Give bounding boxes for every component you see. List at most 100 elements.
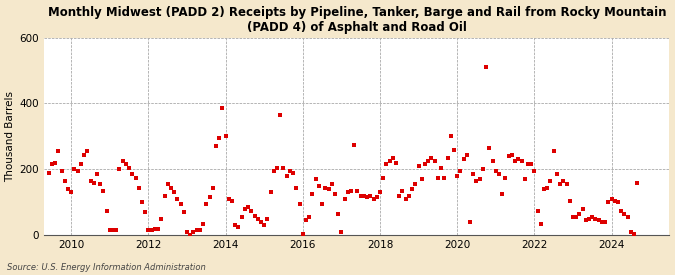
Point [85,179,96,183]
Point [63,187,74,191]
Point [269,169,279,173]
Point [626,230,637,234]
Point [211,144,221,148]
Point [532,208,543,213]
Point [185,232,196,237]
Point [236,215,247,219]
Point [162,182,173,186]
Point [88,180,99,185]
Point [568,215,578,219]
Point [275,113,286,117]
Point [114,167,125,172]
Point [156,217,167,221]
Point [484,146,495,150]
Point [365,194,376,198]
Point [387,156,398,160]
Point [323,187,334,191]
Point [449,147,460,152]
Point [56,169,67,173]
Point [281,174,292,178]
Point [230,223,241,228]
Point [134,185,144,190]
Point [72,169,83,173]
Point [259,223,269,228]
Point [462,152,472,157]
Point [127,172,138,177]
Point [220,134,231,139]
Point [304,215,315,219]
Point [590,217,601,221]
Point [381,162,392,167]
Point [53,149,63,153]
Point [227,199,238,203]
Point [265,190,276,195]
Point [487,159,498,163]
Point [262,217,273,221]
Point [342,190,353,195]
Point [217,106,227,111]
Point [117,159,128,163]
Point [522,162,533,167]
Point [355,194,366,198]
Point [165,185,176,190]
Point [477,167,488,172]
Point [191,228,202,233]
Point [329,192,340,196]
Point [124,166,134,170]
Point [423,159,433,163]
Point [384,159,395,163]
Point [349,142,360,147]
Point [413,164,424,168]
Point [506,152,517,157]
Text: Source: U.S. Energy Information Administration: Source: U.S. Energy Information Administ… [7,263,205,272]
Point [159,194,170,198]
Point [504,154,514,158]
Point [545,179,556,183]
Point [439,175,450,180]
Point [526,162,537,167]
Point [182,230,192,234]
Point [571,215,582,219]
Point [580,218,591,223]
Point [513,157,524,162]
Point [188,230,199,234]
Point [400,197,411,201]
Point [593,218,604,223]
Point [497,192,508,196]
Point [240,207,250,211]
Point [288,170,298,175]
Point [285,169,296,173]
Point [169,190,180,195]
Point [555,182,566,186]
Point [198,222,209,226]
Point [558,179,569,183]
Point [340,197,350,201]
Point [535,222,546,226]
Point [468,172,479,177]
Point [429,159,440,163]
Point [37,182,48,186]
Point [548,149,559,153]
Point [310,177,321,182]
Point [246,208,256,213]
Point [320,185,331,190]
Point [307,192,318,196]
Point [95,182,105,186]
Point [610,199,620,203]
Point [407,187,418,191]
Point [632,180,643,185]
Point [172,197,183,201]
Point [294,202,305,206]
Point [358,194,369,198]
Point [333,212,344,216]
Point [101,208,112,213]
Point [516,159,527,163]
Point [256,220,267,224]
Point [426,156,437,160]
Point [529,169,540,173]
Point [452,174,462,178]
Point [446,134,456,139]
Point [105,228,115,233]
Point [140,210,151,214]
Point [597,220,608,224]
